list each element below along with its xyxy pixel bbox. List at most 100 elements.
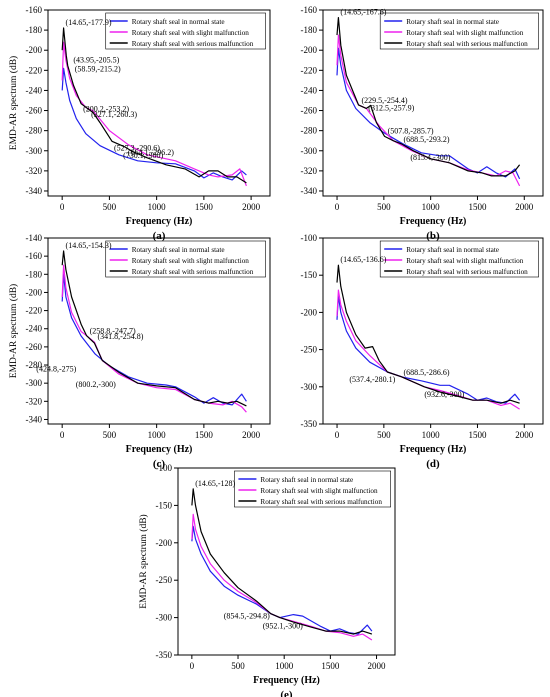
legend-box xyxy=(105,12,266,50)
y-tick-label: -260 xyxy=(301,106,318,116)
series-line-serious xyxy=(336,264,520,404)
y-tick-label: -300 xyxy=(301,146,318,156)
series-group xyxy=(61,250,247,413)
chart-panel-b: 0 500 1000 1500 2000 -340 -320 -300 -280 -260 -240… xyxy=(301,5,544,242)
x-tick-label: 500 xyxy=(377,202,391,212)
y-tick-label: -300 xyxy=(26,378,43,388)
data-annotation: (14.65,-167.6) xyxy=(340,8,386,17)
x-tick-label: 500 xyxy=(377,430,391,440)
data-annotation: (43.95,-205.5) xyxy=(73,56,119,65)
series-line-slight xyxy=(61,41,247,187)
data-annotation: (932.6,-300) xyxy=(424,390,464,399)
y-tick-label: -300 xyxy=(26,146,43,156)
series-group xyxy=(61,27,247,187)
legend-label: Rotary shaft seal with serious malfuncti… xyxy=(406,40,528,48)
legend-box xyxy=(105,240,266,278)
x-tick-label: 500 xyxy=(231,661,245,671)
y-tick-label: -240 xyxy=(301,85,318,95)
legend-label: Rotary shaft seal with serious malfuncti… xyxy=(406,268,528,276)
data-annotation: (688.5,-293.2) xyxy=(403,135,449,144)
data-annotation: (537.4,-280.1) xyxy=(349,375,395,384)
x-tick-label: 1500 xyxy=(468,430,487,440)
data-annotation: (952.1,-300) xyxy=(263,622,303,631)
data-annotation: (664.1,-296.2) xyxy=(128,148,174,157)
legend-label: Rotary shaft seal with serious malfuncti… xyxy=(132,268,254,276)
x-tick-label: 2000 xyxy=(242,430,261,440)
legend: Rotary shaft seal in normal state Rotary … xyxy=(379,240,539,278)
y-tick-label: -240 xyxy=(26,324,43,334)
x-tick-label: 0 xyxy=(60,202,65,212)
data-annotation: (424.8,-275) xyxy=(36,364,76,373)
panel-label: (c) xyxy=(153,458,166,470)
x-tick-label: 1500 xyxy=(468,202,487,212)
legend-label: Rotary shaft seal in normal state xyxy=(132,18,225,26)
chart-panel-e: 0 500 1000 1500 2000 -350 -300 -250 -200 -150 -100… xyxy=(138,463,396,697)
data-annotation: (58.59,-215.2) xyxy=(75,64,121,73)
x-tick-label: 1000 xyxy=(148,430,167,440)
series-line-slight xyxy=(336,34,521,187)
data-annotation: (507.8,-285.7) xyxy=(388,126,434,135)
y-tick-label: -300 xyxy=(301,382,318,392)
data-annotation: (14.65,-154.3) xyxy=(66,241,112,250)
x-tick-label: 1000 xyxy=(148,202,167,212)
data-annotation: (527.3,-290.6) xyxy=(114,143,160,152)
y-tick-label: -200 xyxy=(26,45,43,55)
panel-label: (b) xyxy=(426,230,440,242)
x-axis-label: Frequency (Hz) xyxy=(126,216,193,227)
series-group xyxy=(191,488,373,641)
y-tick-label: -240 xyxy=(26,85,43,95)
legend-label: Rotary shaft seal with slight malfunctio… xyxy=(406,29,524,37)
y-tick-label: -220 xyxy=(26,65,43,75)
legend: Rotary shaft seal in normal state Rotary … xyxy=(234,470,391,508)
series-group xyxy=(336,17,521,187)
x-axis-label: Frequency (Hz) xyxy=(253,675,320,686)
chart-panel-d: 0 500 1000 1500 2000 -350 -300 -250 -200 -150 -100… xyxy=(301,233,544,470)
y-tick-label: -200 xyxy=(301,307,318,317)
panel-label: (e) xyxy=(280,689,293,697)
data-annotation: (258.8,-247.7) xyxy=(90,327,136,336)
legend-label: Rotary shaft seal in normal state xyxy=(260,476,353,484)
legend: Rotary shaft seal in normal state Rotary … xyxy=(105,240,266,278)
y-tick-label: -150 xyxy=(301,270,318,280)
x-tick-label: 1000 xyxy=(422,202,441,212)
x-tick-label: 0 xyxy=(335,430,340,440)
data-annotation: (200.2,-253.2) xyxy=(83,105,129,114)
y-tick-label: -220 xyxy=(301,65,318,75)
x-axis-label: Frequency (Hz) xyxy=(126,444,193,455)
y-tick-label: -180 xyxy=(26,25,43,35)
x-tick-label: 2000 xyxy=(242,202,261,212)
y-tick-label: -320 xyxy=(26,396,43,406)
y-tick-label: -250 xyxy=(156,575,173,585)
x-tick-label: 500 xyxy=(103,430,117,440)
legend-label: Rotary shaft seal with slight malfunctio… xyxy=(132,257,250,265)
x-tick-label: 500 xyxy=(103,202,117,212)
x-tick-label: 0 xyxy=(60,430,65,440)
series-group xyxy=(336,264,521,410)
legend-label: Rotary shaft seal in normal state xyxy=(406,246,499,254)
y-axis-label: EMD-AR spectrum (dB) xyxy=(8,284,19,378)
y-tick-label: -260 xyxy=(26,106,43,116)
legend-box xyxy=(234,470,391,508)
y-tick-label: -340 xyxy=(301,186,318,196)
x-tick-label: 2000 xyxy=(368,661,387,671)
legend-label: Rotary shaft seal in normal state xyxy=(406,18,499,26)
y-tick-label: -140 xyxy=(26,233,43,243)
plot-frame xyxy=(47,237,271,425)
x-tick-label: 1000 xyxy=(275,661,294,671)
x-axis-label: Frequency (Hz) xyxy=(400,216,467,227)
y-tick-label: -180 xyxy=(26,269,43,279)
data-annotation: (14.65,-136.6) xyxy=(340,255,386,264)
legend-label: Rotary shaft seal with serious malfuncti… xyxy=(260,498,382,506)
y-tick-label: -280 xyxy=(26,126,43,136)
series-line-serious xyxy=(61,250,247,407)
y-tick-label: -160 xyxy=(301,5,318,15)
y-tick-label: -300 xyxy=(156,613,173,623)
x-axis-label: Frequency (Hz) xyxy=(400,444,467,455)
y-axis-label: EMD-AR spectrum (dB) xyxy=(8,56,19,150)
x-tick-label: 1000 xyxy=(422,430,441,440)
y-tick-label: -260 xyxy=(26,342,43,352)
x-tick-label: 0 xyxy=(190,661,195,671)
panel-label: (a) xyxy=(153,230,166,242)
data-annotation: (312.5,-257.9) xyxy=(368,103,414,112)
